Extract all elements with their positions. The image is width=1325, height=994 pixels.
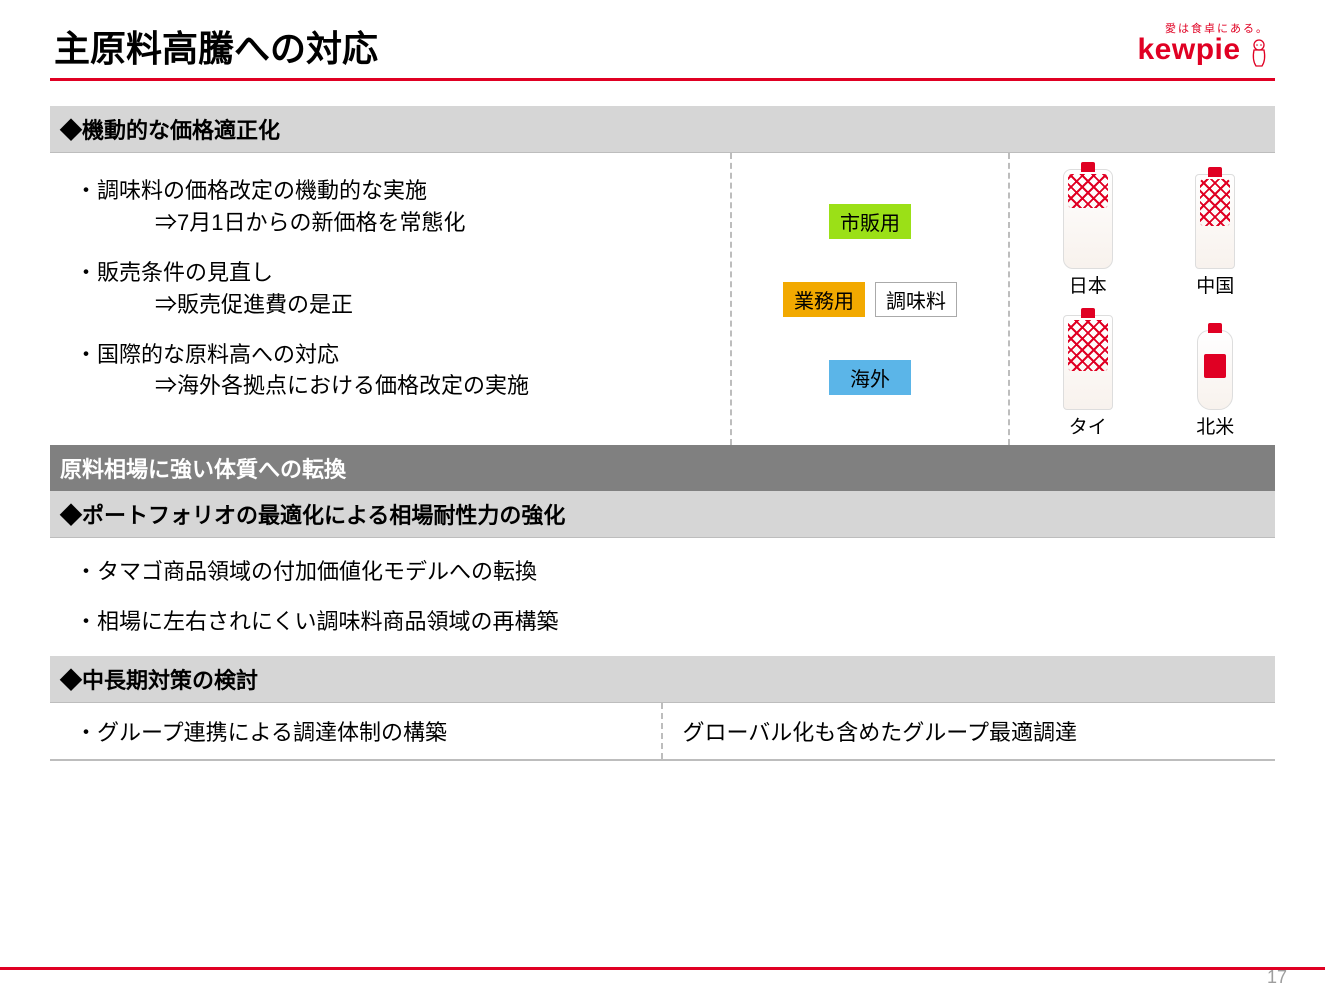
bullet-1: ・調味料の価格改定の機動的な実施 ⇒7月1日からの新価格を常態化 (75, 175, 720, 239)
tag-row-retail: 市販用 (732, 204, 1008, 239)
slide: 主原料高騰への対応 愛は食卓にある。 kewpie ◆機動的な価格適正化 (0, 0, 1325, 994)
section2-bullet-2: ・相場に左右されにくい調味料商品領域の再構築 (75, 606, 1275, 638)
tag-seasoning: 調味料 (875, 282, 957, 317)
gray-heading: 原料相場に強い体質への転換 (50, 445, 1275, 491)
section3-heading: ◆中長期対策の検討 (50, 656, 1275, 702)
product-china: 中国 (1156, 159, 1276, 298)
section2-bullet-1: ・タマゴ商品領域の付加価値化モデルへの転換 (75, 556, 1275, 588)
section3-left: ・グループ連携による調達体制の構築 (50, 703, 663, 759)
bullet-3-line2: ⇒海外各拠点における価格改定の実施 (75, 370, 720, 402)
bottle-japan-icon (1053, 159, 1123, 269)
section1-bullets: ・調味料の価格改定の機動的な実施 ⇒7月1日からの新価格を常態化 ・販売条件の見… (50, 153, 730, 445)
product-northamerica: 北米 (1156, 300, 1276, 439)
logo: kewpie (1137, 35, 1269, 72)
label-japan: 日本 (1069, 271, 1107, 298)
bottle-china-icon (1180, 159, 1250, 269)
tag-row-business: 業務用 調味料 (732, 282, 1008, 317)
tag-row-overseas: 海外 (732, 360, 1008, 395)
content: ◆機動的な価格適正化 ・調味料の価格改定の機動的な実施 ⇒7月1日からの新価格を… (50, 81, 1275, 761)
page-title: 主原料高騰への対応 (50, 20, 378, 72)
bullet-2-line2: ⇒販売促進費の是正 (75, 289, 720, 321)
header: 主原料高騰への対応 愛は食卓にある。 kewpie (50, 20, 1275, 72)
footer-rule (0, 967, 1325, 970)
bottle-na-icon (1180, 300, 1250, 410)
product-grid: 日本 中国 タイ 北米 (1010, 153, 1275, 445)
section2-body: ・タマゴ商品領域の付加価値化モデルへの転換 ・相場に左右されにくい調味料商品領域… (50, 537, 1275, 656)
section2-heading: ◆ポートフォリオの最適化による相場耐性力の強化 (50, 491, 1275, 537)
section1-body: ・調味料の価格改定の機動的な実施 ⇒7月1日からの新価格を常態化 ・販売条件の見… (50, 152, 1275, 445)
tag-overseas: 海外 (829, 360, 911, 395)
product-japan: 日本 (1028, 159, 1148, 298)
bullet-3-line1: ・国際的な原料高への対応 (75, 339, 720, 371)
bullet-3: ・国際的な原料高への対応 ⇒海外各拠点における価格改定の実施 (75, 339, 720, 403)
bottle-thailand-icon (1053, 300, 1123, 410)
bullet-1-line1: ・調味料の価格改定の機動的な実施 (75, 175, 720, 207)
section1-heading: ◆機動的な価格適正化 (50, 106, 1275, 152)
label-na: 北米 (1196, 412, 1234, 439)
logo-text: kewpie (1137, 33, 1240, 66)
kewpie-doll-icon (1249, 38, 1269, 72)
section3-right: グローバル化も含めたグループ最適調達 (663, 703, 1276, 759)
tag-business: 業務用 (783, 282, 865, 317)
section3-body: ・グループ連携による調達体制の構築 グローバル化も含めたグループ最適調達 (50, 702, 1275, 761)
tag-column: 市販用 業務用 調味料 海外 (730, 153, 1010, 445)
label-thailand: タイ (1069, 412, 1107, 439)
tag-retail: 市販用 (829, 204, 911, 239)
logo-block: 愛は食卓にある。 kewpie (1137, 24, 1275, 72)
label-china: 中国 (1196, 271, 1234, 298)
bullet-1-line2: ⇒7月1日からの新価格を常態化 (75, 207, 720, 239)
product-thailand: タイ (1028, 300, 1148, 439)
bullet-2-line1: ・販売条件の見直し (75, 257, 720, 289)
page-number: 17 (1267, 967, 1287, 988)
bullet-2: ・販売条件の見直し ⇒販売促進費の是正 (75, 257, 720, 321)
